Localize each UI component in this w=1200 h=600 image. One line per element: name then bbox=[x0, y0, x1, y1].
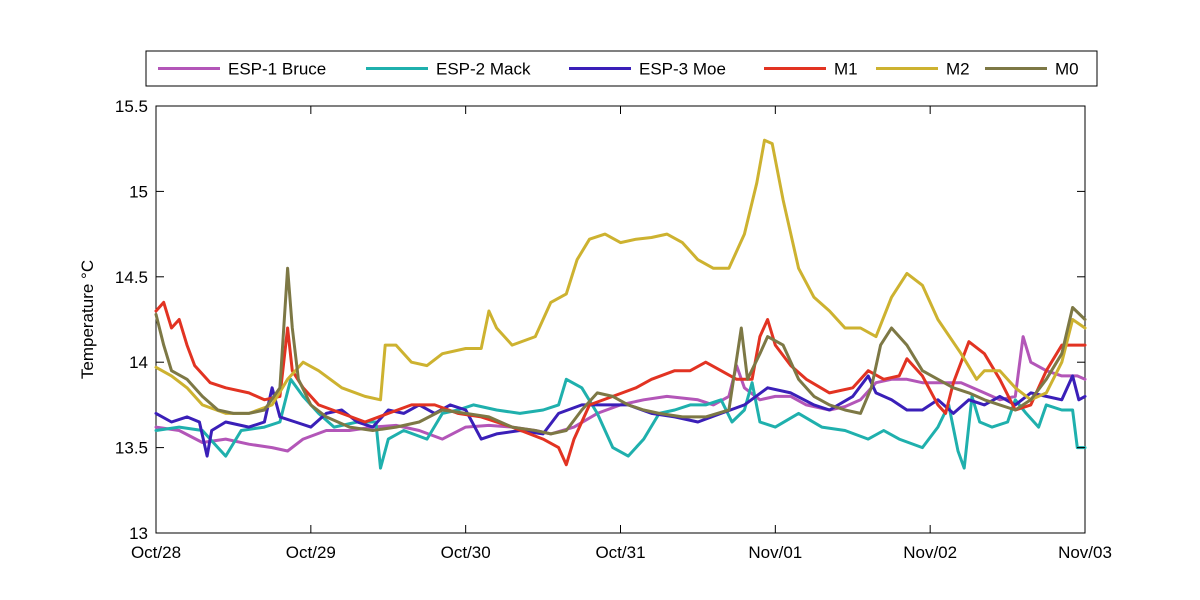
legend-entry-label: M0 bbox=[1055, 60, 1079, 79]
legend-entry-label: ESP-3 Moe bbox=[639, 60, 726, 79]
plot-area bbox=[155, 105, 1086, 534]
series-line-m0 bbox=[154, 266, 1087, 436]
series-line-esp-1-bruce bbox=[154, 335, 1087, 453]
x-tick-label: Nov/01 bbox=[748, 543, 802, 562]
legend-entry-label: ESP-2 Mack bbox=[436, 60, 531, 79]
x-tick-label: Oct/31 bbox=[595, 543, 645, 562]
y-tick-label: 15.5 bbox=[115, 97, 148, 116]
y-tick-label: 13 bbox=[129, 524, 148, 543]
series-layer bbox=[154, 138, 1087, 470]
y-tick-label: 13.5 bbox=[115, 439, 148, 458]
legend-entry-label: M1 bbox=[834, 60, 858, 79]
y-axis: 13 13.5 14 14.5 15 15.5 bbox=[115, 97, 1085, 543]
x-tick-label: Nov/03 bbox=[1058, 543, 1112, 562]
x-tick-label: Nov/02 bbox=[903, 543, 957, 562]
series-line-m2 bbox=[154, 138, 1087, 415]
series-line-m1 bbox=[154, 300, 1087, 467]
legend-entry-label: ESP-1 Bruce bbox=[228, 60, 326, 79]
plot-frame bbox=[155, 105, 1086, 534]
series-line-esp-2-mack bbox=[154, 377, 1087, 470]
x-axis: Oct/28 Oct/29 Oct/30 Oct/31 Nov/01 Nov/02 Nov/… bbox=[131, 106, 1112, 562]
y-tick-label: 15 bbox=[129, 182, 148, 201]
x-tick-label: Oct/29 bbox=[286, 543, 336, 562]
x-tick-label: Oct/28 bbox=[131, 543, 181, 562]
legend-entry-label: M2 bbox=[946, 60, 970, 79]
legend: ESP-1 Bruce ESP-2 Mack ESP-3 Moe M1 M2 M0 bbox=[145, 50, 1098, 87]
y-tick-label: 14.5 bbox=[115, 268, 148, 287]
y-axis-label: Temperature °C bbox=[78, 260, 97, 379]
y-tick-label: 14 bbox=[129, 353, 148, 372]
x-tick-label: Oct/30 bbox=[441, 543, 491, 562]
